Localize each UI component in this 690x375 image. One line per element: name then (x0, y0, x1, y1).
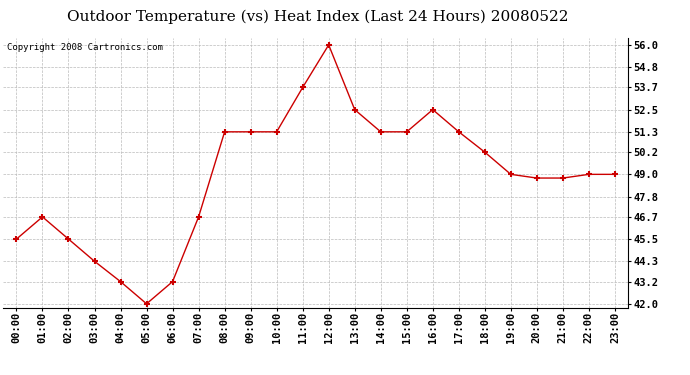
Text: Copyright 2008 Cartronics.com: Copyright 2008 Cartronics.com (7, 43, 162, 52)
Text: Outdoor Temperature (vs) Heat Index (Last 24 Hours) 20080522: Outdoor Temperature (vs) Heat Index (Las… (67, 9, 568, 24)
